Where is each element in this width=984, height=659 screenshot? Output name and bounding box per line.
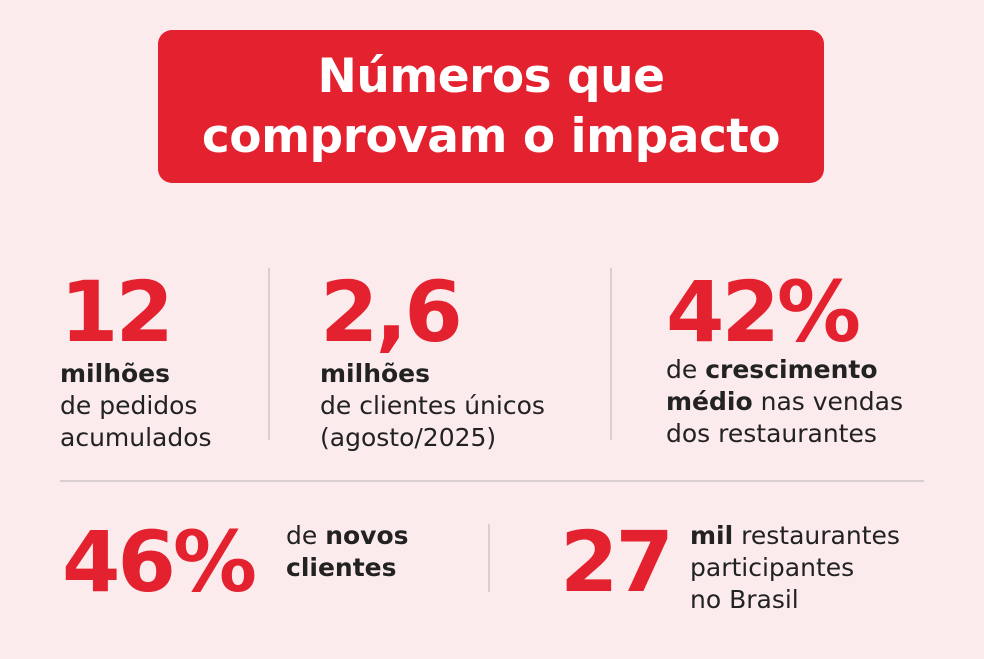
stat-value: 12 [60, 263, 174, 361]
stat-bold-text: médio [666, 387, 753, 416]
title-banner: Números que comprovam o impacto [158, 30, 824, 183]
stat-value: 46% [62, 513, 257, 611]
stat-orders: 12 milhões de pedidos acumulados [60, 270, 212, 454]
divider [268, 268, 270, 440]
stat-text: participantes [690, 553, 855, 582]
stat-text: de [666, 355, 706, 384]
stat-bold-text: mil [690, 521, 734, 550]
stat-text: dos restaurantes [666, 419, 877, 448]
stat-new-clients: 46% [62, 513, 257, 611]
stat-value: 42% [666, 263, 861, 361]
stat-bold-text: novos [325, 521, 409, 550]
divider [488, 524, 490, 592]
stat-text: de clientes únicos [320, 391, 545, 420]
horizontal-divider [60, 480, 924, 482]
stat-text: de [286, 521, 326, 550]
stat-bold-text: clientes [286, 553, 397, 582]
stat-value: 2,6 [320, 263, 463, 361]
stat-text: de pedidos [60, 391, 198, 420]
stat-text: restaurantes [733, 521, 900, 550]
stat-restaurants-desc: mil restaurantes participantes no Brasil [690, 520, 900, 616]
stat-sales-growth: 42% de crescimento médio nas vendas dos … [666, 270, 903, 450]
stat-new-clients-desc: de novos clientes [286, 520, 409, 584]
stat-unique-clients: 2,6 milhões de clientes únicos (agosto/2… [320, 270, 545, 454]
stat-bold-text: milhões [320, 359, 430, 388]
stat-bold-text: crescimento [705, 355, 878, 384]
stat-text: (agosto/2025) [320, 423, 497, 452]
stat-text: acumulados [60, 423, 212, 452]
stat-value: 27 [560, 513, 674, 611]
title-line-1: Números que [317, 48, 665, 104]
stat-bold-text: milhões [60, 359, 170, 388]
stat-text: nas vendas [752, 387, 903, 416]
stat-restaurants: 27 [560, 513, 674, 611]
divider [610, 268, 612, 440]
stat-text: no Brasil [690, 585, 799, 614]
title-line-2: comprovam o impacto [201, 108, 781, 164]
